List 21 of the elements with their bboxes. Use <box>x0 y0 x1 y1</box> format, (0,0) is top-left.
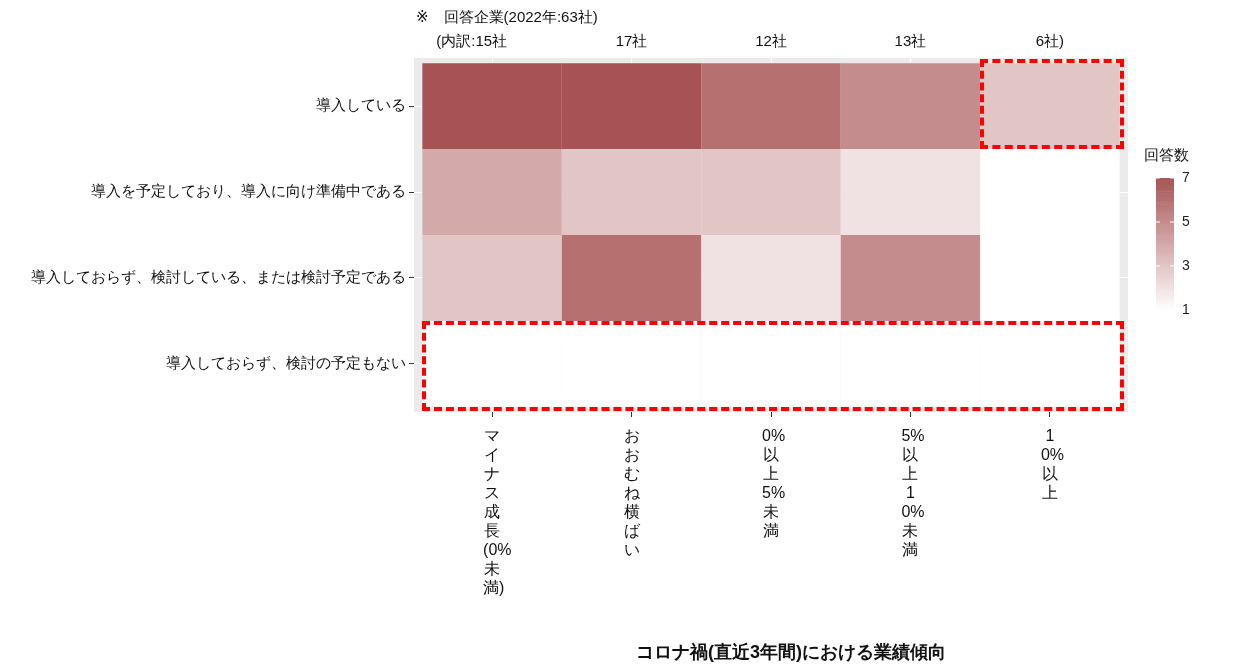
x-tick-label: 0%以上5%未満 <box>762 426 786 540</box>
color-bar-label: 5 <box>1182 212 1190 229</box>
color-bar-label: 1 <box>1182 300 1190 317</box>
text: (内訳:15社 <box>436 32 508 50</box>
text: 6社) <box>1035 32 1065 50</box>
text: 13社 <box>894 32 927 50</box>
color-bar-label: 3 <box>1182 256 1190 273</box>
x-axis-title: コロナ禍(直近3年間)における業績傾向 <box>635 641 947 664</box>
color-bar-title: 回答数 <box>1143 146 1189 164</box>
text: 12社 <box>755 32 787 50</box>
y-tick-label: 導入している <box>316 96 406 114</box>
chart-title: ※ 回答企業(2022年:63社) <box>416 8 598 26</box>
y-tick-label: 導入を予定しており、導入に向け準備中である <box>91 182 406 200</box>
y-tick-label: 導入しておらず、検討している、または検討予定である <box>31 268 406 287</box>
color-bar-label: 7 <box>1182 168 1190 185</box>
x-tick-label: 10%以上 <box>1040 426 1065 502</box>
text: 17社 <box>615 32 648 50</box>
y-tick-label: 導入しておらず、検討の予定もない <box>166 354 406 373</box>
category-label: マイナス成長(0%未満) <box>483 427 512 596</box>
x-tick-label: 5%以上10%未満 <box>901 426 925 559</box>
x-tick-label: おおむね横ばい <box>622 426 641 559</box>
